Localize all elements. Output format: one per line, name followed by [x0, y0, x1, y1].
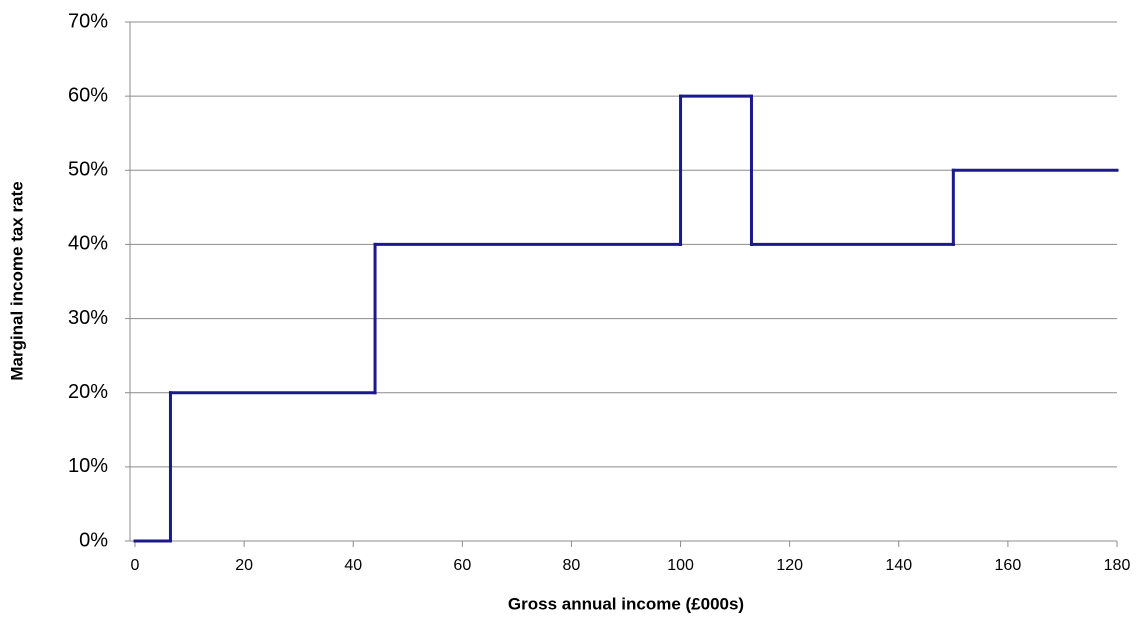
x-tick-label: 20	[235, 557, 253, 574]
x-tick-label: 160	[995, 557, 1022, 574]
y-tick-label: 20%	[68, 381, 108, 403]
x-tick-label: 120	[776, 557, 803, 574]
y-tick-label: 40%	[68, 233, 108, 255]
y-axis-title: Marginal income tax rate	[7, 181, 26, 380]
x-tick-label: 180	[1104, 557, 1131, 574]
x-tick-label: 140	[885, 557, 912, 574]
y-tick-label: 60%	[68, 84, 108, 106]
x-tick-label: 80	[563, 557, 581, 574]
y-tick-label: 50%	[68, 159, 108, 181]
y-tick-label: 70%	[68, 10, 108, 32]
y-tick-label: 0%	[79, 529, 108, 551]
x-axis-title: Gross annual income (£000s)	[508, 594, 744, 613]
x-tick-label: 100	[667, 557, 694, 574]
y-tick-label: 10%	[68, 455, 108, 477]
y-tick-label: 30%	[68, 307, 108, 329]
x-tick-label: 60	[453, 557, 471, 574]
x-tick-label: 40	[344, 557, 362, 574]
x-tick-label: 0	[131, 557, 140, 574]
